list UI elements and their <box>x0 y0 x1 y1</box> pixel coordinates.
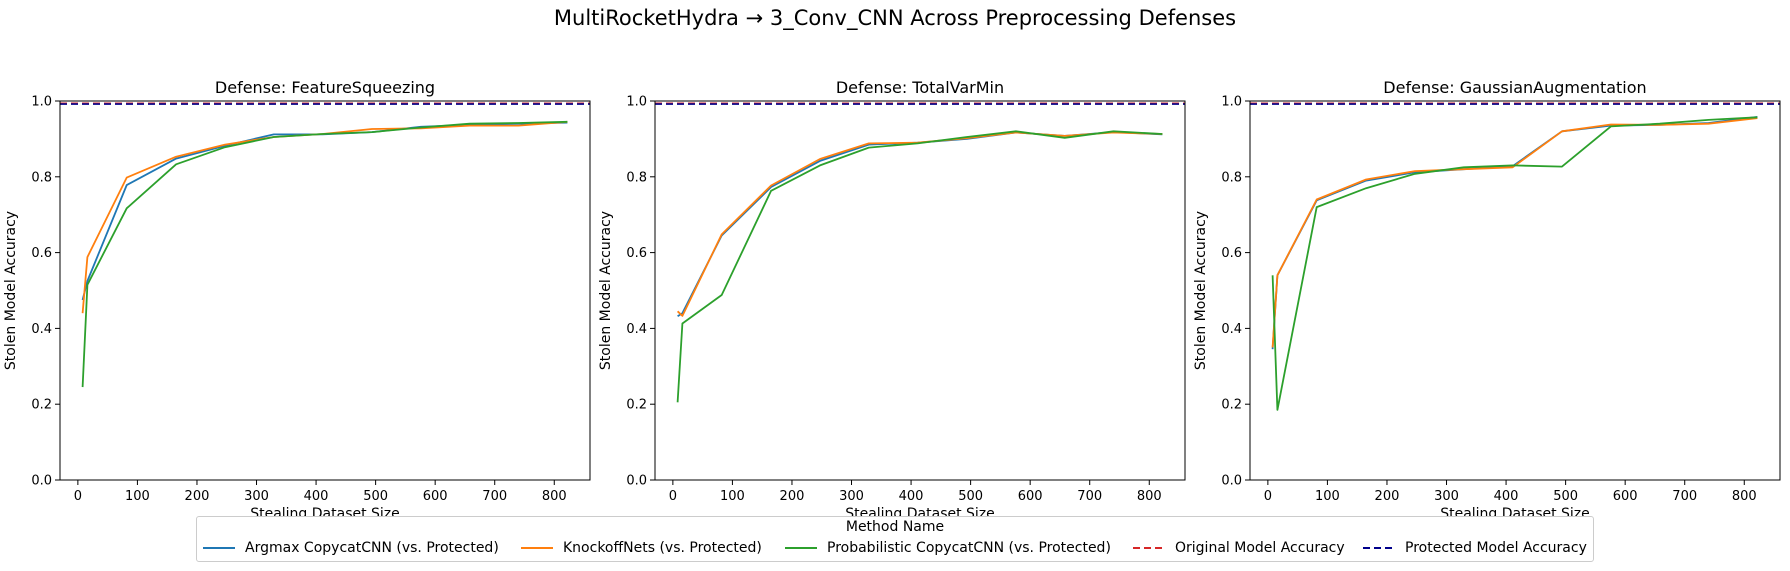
series-line-1 <box>1271 116 1758 350</box>
x-tick-label: 200 <box>1375 489 1400 504</box>
x-tick-label: 0 <box>1264 489 1272 504</box>
axes-frame <box>1249 100 1781 481</box>
legend-title: Method Name <box>845 519 945 535</box>
y-tick-label: 1.0 <box>1221 95 1242 110</box>
x-tick-label: 0 <box>669 489 677 504</box>
subplot-title: Defense: FeatureSqueezing <box>215 78 435 97</box>
legend-swatch-dashed-red <box>1133 547 1165 549</box>
x-tick-label: 700 <box>482 489 507 504</box>
legend-item-protected-model-accuracy: Protected Model Accuracy <box>1363 540 1587 556</box>
x-tick-label: 600 <box>1613 489 1638 504</box>
y-tick-label: 0.4 <box>31 322 52 337</box>
series-line-2 <box>676 131 1163 317</box>
series-line-2 <box>81 120 568 314</box>
subplot-2: Defense: TotalVarMin 0 100 200 300 400 500 600 7… <box>598 78 1186 522</box>
axes-frame <box>59 100 591 481</box>
x-tick-label: 400 <box>304 489 329 504</box>
x-tick-label: 800 <box>1732 489 1757 504</box>
x-tick-label: 400 <box>899 489 924 504</box>
axes-frame <box>654 100 1186 481</box>
legend-swatch-solid-blue <box>203 547 235 549</box>
series-line-1 <box>81 121 568 301</box>
x-tick-label: 100 <box>1315 489 1340 504</box>
y-tick-label: 0.6 <box>31 246 52 261</box>
y-tick-label: 0.6 <box>1221 246 1242 261</box>
x-tick-label: 400 <box>1494 489 1519 504</box>
y-tick-label: 0.4 <box>626 322 647 337</box>
legend-label: Original Model Accuracy <box>1175 540 1345 556</box>
subplot-1: Defense: FeatureSqueezing 0 100 200 300 400 50… <box>3 78 591 522</box>
legend-item-probabilistic-copycatcnn: Probabilistic CopycatCNN (vs. Protected) <box>785 540 1111 556</box>
x-tick-label: 800 <box>542 489 567 504</box>
legend-swatch-solid-orange <box>521 547 553 549</box>
y-tick-label: 0.2 <box>31 398 52 413</box>
x-tick-label: 600 <box>1018 489 1043 504</box>
legend: Method Name Argmax CopycatCNN (vs. Prote… <box>196 516 1594 562</box>
series-line-2 <box>1271 117 1758 348</box>
series-line-3 <box>676 130 1163 403</box>
y-tick-label: 0.6 <box>626 246 647 261</box>
x-tick-label: 800 <box>1137 489 1162 504</box>
x-tick-label: 700 <box>1077 489 1102 504</box>
x-tick-label: 600 <box>423 489 448 504</box>
y-tick-label: 1.0 <box>31 95 52 110</box>
figure-title: MultiRocketHydra → 3_Conv_CNN Across Pre… <box>554 6 1236 31</box>
y-axis-label: Stolen Model Accuracy <box>1193 211 1209 370</box>
y-tick-label: 0.8 <box>1221 170 1242 185</box>
y-axis-label: Stolen Model Accuracy <box>598 211 614 370</box>
y-tick-label: 0.4 <box>1221 322 1242 337</box>
x-tick-label: 300 <box>839 489 864 504</box>
subplot-title: Defense: GaussianAugmentation <box>1383 78 1646 97</box>
x-tick-label: 500 <box>1553 489 1578 504</box>
y-tick-label: 0.2 <box>626 398 647 413</box>
x-tick-label: 300 <box>244 489 269 504</box>
legend-label: KnockoffNets (vs. Protected) <box>563 540 762 556</box>
x-tick-label: 500 <box>958 489 983 504</box>
subplot-title: Defense: TotalVarMin <box>836 78 1004 97</box>
legend-label: Argmax CopycatCNN (vs. Protected) <box>245 540 499 556</box>
y-tick-label: 0.2 <box>1221 398 1242 413</box>
y-tick-label: 1.0 <box>626 95 647 110</box>
y-axis-label: Stolen Model Accuracy <box>3 211 19 370</box>
series-line-3 <box>1271 116 1758 411</box>
legend-item-original-model-accuracy: Original Model Accuracy <box>1133 540 1345 556</box>
legend-item-knockoffnets: KnockoffNets (vs. Protected) <box>521 540 762 556</box>
x-tick-label: 500 <box>363 489 388 504</box>
x-tick-label: 200 <box>185 489 210 504</box>
legend-label: Probabilistic CopycatCNN (vs. Protected) <box>827 540 1111 556</box>
legend-label: Protected Model Accuracy <box>1405 540 1587 556</box>
x-tick-label: 200 <box>780 489 805 504</box>
legend-swatch-dashed-navy <box>1363 547 1395 549</box>
x-tick-label: 300 <box>1434 489 1459 504</box>
y-tick-label: 0.0 <box>626 474 647 489</box>
y-tick-label: 0.8 <box>31 170 52 185</box>
legend-item-argmax-copycatcnn: Argmax CopycatCNN (vs. Protected) <box>203 540 499 556</box>
legend-swatch-solid-green <box>785 547 817 549</box>
y-tick-label: 0.8 <box>626 170 647 185</box>
y-tick-label: 0.0 <box>31 474 52 489</box>
series-line-1 <box>677 131 1163 318</box>
x-tick-label: 0 <box>74 489 82 504</box>
series-line-3 <box>81 120 568 388</box>
x-tick-label: 100 <box>125 489 150 504</box>
subplot-3: Defense: GaussianAugmentation 0 100 200 300 4… <box>1193 78 1781 522</box>
y-tick-label: 0.0 <box>1221 474 1242 489</box>
x-tick-label: 100 <box>720 489 745 504</box>
x-tick-label: 700 <box>1672 489 1697 504</box>
